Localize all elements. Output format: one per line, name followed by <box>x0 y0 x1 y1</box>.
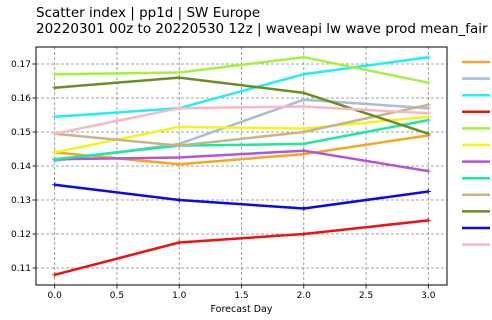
x-tick-label: 1.0 <box>172 291 187 301</box>
data-point <box>425 110 431 116</box>
data-point <box>425 168 431 174</box>
series-line-9 <box>54 103 429 147</box>
series-line-7 <box>54 149 429 173</box>
data-point <box>52 71 58 77</box>
data-point <box>301 129 307 135</box>
data-point <box>301 97 307 103</box>
data-point <box>176 155 182 160</box>
data-point <box>176 143 182 149</box>
data-point <box>52 114 58 120</box>
grid-lines <box>36 47 447 285</box>
data-point <box>425 217 431 223</box>
data-point <box>301 90 307 96</box>
x-ticks: 0.0 0.5 1.0 1.5 2.0 2.5 3.0 <box>48 285 436 301</box>
data-point <box>301 141 307 147</box>
data-point <box>52 131 58 137</box>
y-tick-label: 0.11 <box>11 264 31 274</box>
data-point <box>176 124 182 130</box>
data-point <box>425 131 431 137</box>
series-line-8 <box>54 118 429 161</box>
y-ticks: 0.11 0.12 0.13 0.14 0.15 0.16 0.17 <box>11 60 36 274</box>
data-point <box>301 71 307 77</box>
y-tick-label: 0.17 <box>11 60 31 70</box>
x-tick-label: 2.0 <box>297 291 312 301</box>
data-point <box>52 149 58 155</box>
data-point <box>52 156 58 162</box>
data-point <box>52 182 58 188</box>
chart-title-line2: 20220301 00z to 20220530 12z | waveapi l… <box>36 21 488 37</box>
x-tick-label: 0.5 <box>110 291 124 301</box>
legend <box>462 60 490 246</box>
data-point <box>425 54 431 60</box>
chart-title-line1: Scatter index | pp1d | SW Europe <box>36 5 261 21</box>
data-point <box>176 75 182 81</box>
data-point <box>425 102 431 108</box>
data-point <box>425 80 431 86</box>
series-line-10 <box>54 76 429 135</box>
y-tick-label: 0.16 <box>11 94 31 104</box>
series-line-12 <box>54 105 429 135</box>
data-point <box>176 161 182 167</box>
data-point <box>425 117 431 123</box>
x-tick-label: 3.0 <box>421 291 436 301</box>
data-point <box>301 54 307 60</box>
data-point <box>176 197 182 203</box>
data-point <box>301 206 307 211</box>
x-tick-label: 0.0 <box>48 291 63 301</box>
data-point <box>176 105 182 111</box>
series-line-4 <box>54 219 429 277</box>
x-tick-label: 2.5 <box>359 291 373 301</box>
data-point <box>176 240 182 245</box>
y-tick-label: 0.14 <box>11 162 31 172</box>
series-line-5 <box>54 55 429 84</box>
series-line-3 <box>54 55 429 118</box>
data-point <box>425 189 431 194</box>
x-tick-label: 1.5 <box>234 291 248 301</box>
x-axis-label: Forecast Day <box>211 304 273 315</box>
data-point <box>52 85 58 91</box>
y-tick-label: 0.15 <box>11 128 31 138</box>
series-line-11 <box>54 183 429 210</box>
y-tick-label: 0.12 <box>11 230 31 240</box>
data-point <box>301 231 307 237</box>
data-point <box>301 148 307 154</box>
data-point <box>301 104 307 109</box>
series-lines <box>52 54 431 278</box>
data-point <box>176 70 182 75</box>
y-tick-label: 0.13 <box>11 196 31 206</box>
data-point <box>52 272 58 278</box>
